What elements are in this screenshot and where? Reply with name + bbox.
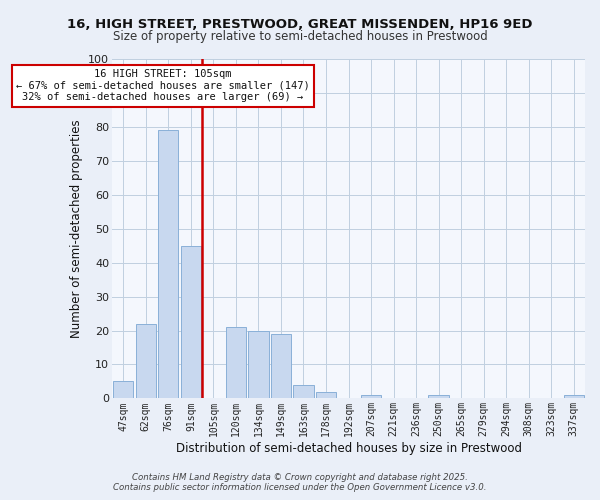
Bar — [158, 130, 178, 398]
Bar — [563, 395, 584, 398]
Bar — [136, 324, 156, 398]
Text: Size of property relative to semi-detached houses in Prestwood: Size of property relative to semi-detach… — [113, 30, 487, 43]
Text: 16, HIGH STREET, PRESTWOOD, GREAT MISSENDEN, HP16 9ED: 16, HIGH STREET, PRESTWOOD, GREAT MISSEN… — [67, 18, 533, 30]
Bar — [428, 395, 449, 398]
Text: 16 HIGH STREET: 105sqm
← 67% of semi-detached houses are smaller (147)
32% of se: 16 HIGH STREET: 105sqm ← 67% of semi-det… — [16, 69, 310, 102]
Text: Contains HM Land Registry data © Crown copyright and database right 2025.
Contai: Contains HM Land Registry data © Crown c… — [113, 473, 487, 492]
Bar — [361, 395, 381, 398]
Bar — [181, 246, 201, 398]
X-axis label: Distribution of semi-detached houses by size in Prestwood: Distribution of semi-detached houses by … — [176, 442, 521, 455]
Bar — [113, 382, 133, 398]
Bar — [293, 385, 314, 398]
Bar — [248, 330, 269, 398]
Bar — [271, 334, 291, 398]
Y-axis label: Number of semi-detached properties: Number of semi-detached properties — [70, 120, 83, 338]
Bar — [226, 327, 246, 398]
Bar — [316, 392, 336, 398]
